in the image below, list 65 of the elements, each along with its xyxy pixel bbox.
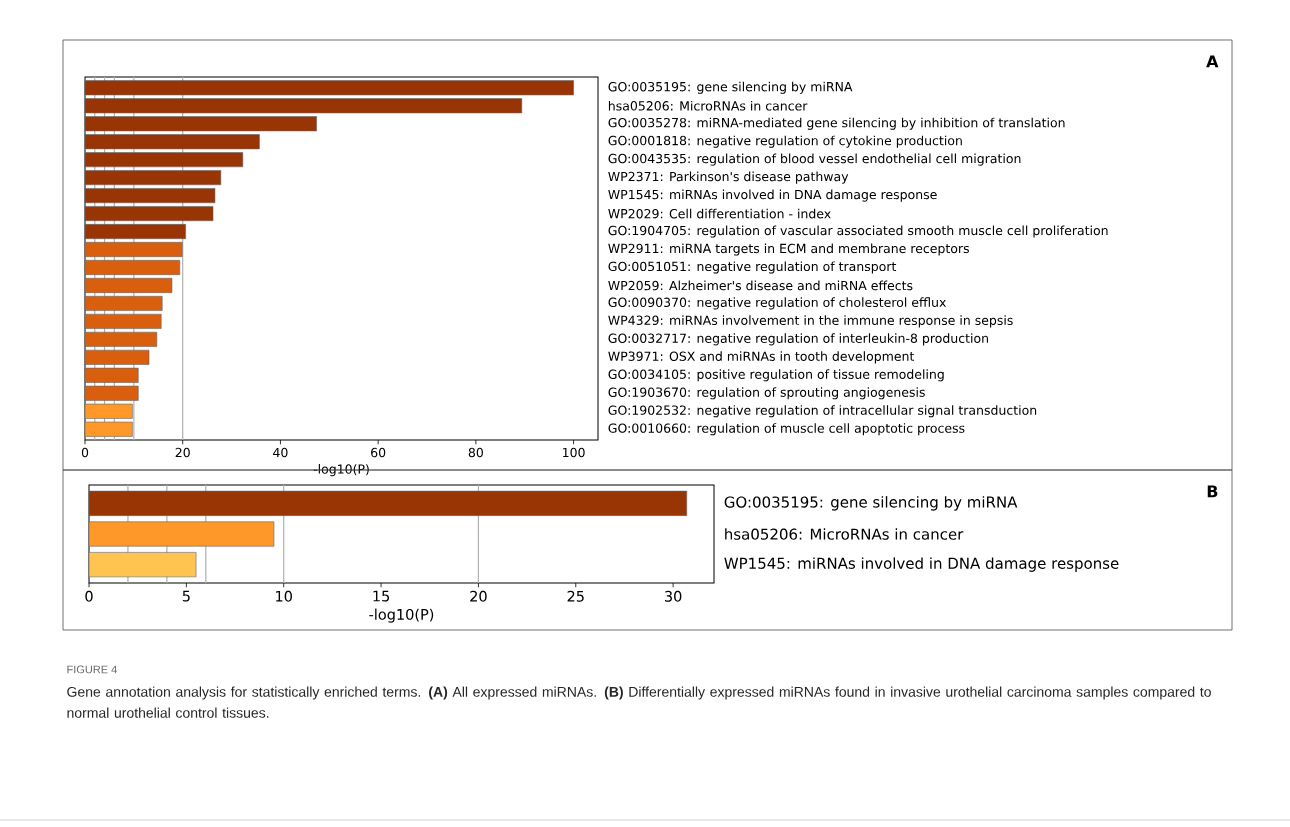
y-tick-label: WP2029: Cell differentiation - index — [608, 208, 831, 219]
bar — [88, 521, 275, 547]
bar — [84, 421, 133, 437]
y-tick-label: GO:0035278: miRNA-mediated gene silencing by inhibition of translation — [608, 117, 1065, 130]
x-tick-label: 0 — [85, 590, 93, 602]
bar — [84, 98, 523, 114]
y-tick-label: GO:1904705: regulation of vascular associated smooth muscle cell proliferation — [608, 225, 1108, 238]
text: B — [1207, 485, 1218, 498]
y-tick-label: GO:1902532: negative regulation of intracellular signal transduction — [608, 405, 1037, 418]
x-tick-label: 100 — [563, 447, 585, 458]
text: A — [1206, 55, 1219, 68]
y-tick-label: hsa05206: MicroRNAs in cancer — [725, 528, 964, 540]
bar — [88, 552, 197, 578]
bar — [84, 260, 181, 275]
bar — [84, 403, 133, 419]
y-tick-label: WP2911: miRNA targets in ECM and membrane receptors — [608, 243, 969, 256]
y-tick-label: GO:0035195: gene silencing by miRNA — [724, 496, 1018, 511]
x-axis-title: -log10(P) — [313, 464, 369, 477]
y-tick-label: GO:0032717: negative regulation of interleukin-8 production — [608, 333, 988, 346]
y-tick-label: WP2059: Alzheimer's disease and miRNA effects — [608, 280, 913, 291]
x-tick-label: 60 — [371, 447, 386, 458]
x-tick-label: 10 — [276, 590, 292, 602]
text: Gene annotation analysis for statistically enriched terms. (A) All expressed miRNAs. (B) Differentially expressed miRNAs found in invasive urothelial carcinoma samples compared to normal urothelial control tissues. — [67, 686, 1211, 718]
y-tick-label: GO:0001818: negative regulation of cytokine production — [608, 135, 962, 148]
bar — [84, 188, 216, 204]
bar — [84, 206, 214, 222]
y-tick-label: GO:0035195: gene silencing by miRNA — [608, 81, 853, 94]
bar — [84, 313, 162, 329]
caption: FIGURE 4 — [67, 665, 117, 674]
y-tick-label: GO:0034105: positive regulation of tissue remodeling — [608, 369, 944, 382]
y-tick-label: WP3971: OSX and miRNAs in tooth development — [608, 351, 915, 364]
bar — [84, 152, 244, 168]
x-tick-label: 15 — [373, 590, 390, 602]
bar — [84, 134, 260, 150]
x-tick-label: 20 — [470, 590, 487, 602]
x-tick-label: 0 — [81, 447, 89, 458]
x-tick-label: 80 — [468, 447, 483, 458]
y-tick-label: hsa05206: MicroRNAs in cancer — [608, 100, 808, 111]
bar — [84, 116, 317, 132]
bar — [84, 385, 139, 401]
y-tick-label: GO:1903670: regulation of sprouting angiogenesis — [608, 387, 925, 400]
y-tick-label: WP2371: Parkinson's disease pathway — [608, 171, 849, 184]
bar — [84, 80, 574, 96]
bar — [84, 349, 150, 365]
bar — [84, 224, 186, 240]
y-tick-label: WP1545: miRNAs involved in DNA damage response — [608, 189, 937, 202]
x-tick-label: 30 — [664, 590, 682, 602]
x-tick-label: 5 — [182, 590, 190, 602]
bar — [84, 331, 158, 347]
bar — [84, 295, 163, 311]
bar — [84, 170, 222, 186]
bar — [88, 490, 688, 516]
x-tick-label: 40 — [273, 447, 288, 458]
y-tick-label: GO:0043535: regulation of blood vessel endothelial cell migration — [608, 153, 1021, 166]
bar — [84, 277, 173, 293]
y-tick-label: WP4329: miRNAs involvement in the immune response in sepsis — [608, 315, 1013, 328]
x-tick-label: 20 — [175, 447, 190, 458]
y-tick-label: GO:0090370: negative regulation of cholesterol efflux — [608, 297, 946, 310]
bar — [84, 242, 183, 257]
y-tick-label: GO:0051051: negative regulation of transport — [608, 261, 897, 274]
y-tick-label: WP1545: miRNAs involved in DNA damage response — [724, 557, 1119, 572]
x-tick-label: 25 — [567, 590, 584, 602]
bar — [84, 367, 139, 383]
y-tick-label: GO:0010660: regulation of muscle cell apoptotic process — [608, 423, 965, 436]
x-axis-title: -log10(P) — [369, 608, 434, 623]
